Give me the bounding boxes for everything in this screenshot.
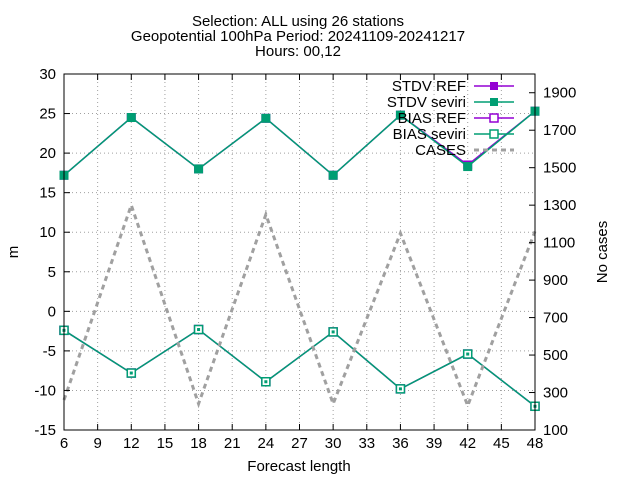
y-tick-label: -15 — [34, 422, 56, 439]
legend-marker-stdv-ref — [490, 82, 498, 90]
y2-tick-label: 1300 — [543, 197, 576, 214]
title-line-2: Geopotential 100hPa Period: 20241109-202… — [131, 28, 465, 45]
data-point-stdv-seviri — [463, 162, 473, 172]
y2-tick-label: 700 — [543, 310, 568, 327]
y2-tick-label: 100 — [543, 422, 568, 439]
y2-tick-label: 1100 — [543, 235, 575, 252]
legend-marker-stdv-seviri — [490, 98, 498, 106]
title-line-1: Selection: ALL using 26 stations — [192, 13, 404, 30]
data-point-core-bias-seviri — [129, 371, 133, 375]
data-point-core-bias-seviri — [466, 352, 470, 356]
data-point-stdv-seviri — [395, 110, 405, 120]
y2-tick-label: 1500 — [543, 160, 576, 177]
x-tick-label: 33 — [358, 435, 375, 452]
y-tick-label: 15 — [39, 185, 56, 202]
y2-tick-label: 1900 — [543, 85, 576, 102]
y2-tick-label: 300 — [543, 385, 568, 402]
title-line-3: Hours: 00,12 — [255, 43, 341, 60]
x-tick-label: 21 — [224, 435, 241, 452]
y-tick-label: 0 — [48, 303, 56, 320]
chart-title: Selection: ALL using 26 stations Geopote… — [131, 13, 465, 60]
x-tick-label: 9 — [93, 435, 101, 452]
x-tick-label: 42 — [459, 435, 476, 452]
x-tick-label: 39 — [426, 435, 443, 452]
series-line-cases — [62, 200, 537, 410]
data-point-core-bias-seviri — [197, 328, 201, 332]
axis-ticks: 6 9 12 15 18 21 24 27 30 33 36 39 42 45 48 -15 -10 -5 0 5 10… — [34, 66, 576, 452]
y-tick-label: 10 — [39, 224, 56, 241]
x-tick-label: 24 — [258, 435, 275, 452]
legend-label-bias-ref: BIAS REF — [398, 110, 466, 127]
legend-marker-bias-ref — [489, 113, 499, 123]
y-tick-label: -10 — [34, 382, 56, 399]
y2-tick-label: 900 — [543, 272, 568, 289]
x-tick-label: 6 — [60, 435, 68, 452]
legend-marker-bias-seviri — [489, 129, 499, 139]
y-axis-label: m — [5, 246, 22, 259]
data-point-stdv-seviri — [126, 113, 136, 123]
x-tick-label: 30 — [325, 435, 342, 452]
x-tick-label: 27 — [291, 435, 308, 452]
x-tick-label: 36 — [392, 435, 409, 452]
y-tick-label: 20 — [39, 145, 56, 162]
legend-label-cases: CASES — [415, 142, 466, 159]
data-point-stdv-seviri — [328, 170, 338, 180]
y2-tick-label: 1700 — [543, 122, 576, 139]
y2-axis-label: No cases — [594, 221, 611, 284]
y-tick-label: 5 — [48, 264, 56, 281]
series-line-bias-seviri — [63, 328, 536, 407]
grid-lines — [64, 74, 535, 430]
x-tick-label: 45 — [493, 435, 510, 452]
series-line-stdv-seviri — [63, 110, 536, 177]
x-axis-label: Forecast length — [247, 458, 350, 475]
x-tick-label: 15 — [157, 435, 174, 452]
y-tick-label: 25 — [39, 106, 56, 123]
data-point-core-bias-seviri — [331, 330, 335, 334]
y-tick-label: 30 — [39, 66, 56, 83]
data-point-core-bias-seviri — [264, 380, 268, 384]
y-tick-label: -5 — [43, 343, 56, 360]
y2-tick-label: 500 — [543, 347, 568, 364]
legend-label-bias-seviri: BIAS seviri — [393, 126, 466, 143]
data-point-stdv-seviri — [261, 113, 271, 123]
x-tick-label: 18 — [190, 435, 207, 452]
x-tick-label: 12 — [123, 435, 140, 452]
legend-label-stdv-ref: STDV REF — [392, 78, 466, 95]
x-tick-label: 48 — [527, 435, 544, 452]
data-point-stdv-seviri — [194, 164, 204, 174]
legend-label-stdv-seviri: STDV seviri — [387, 94, 466, 111]
data-point-core-bias-seviri — [398, 387, 402, 391]
